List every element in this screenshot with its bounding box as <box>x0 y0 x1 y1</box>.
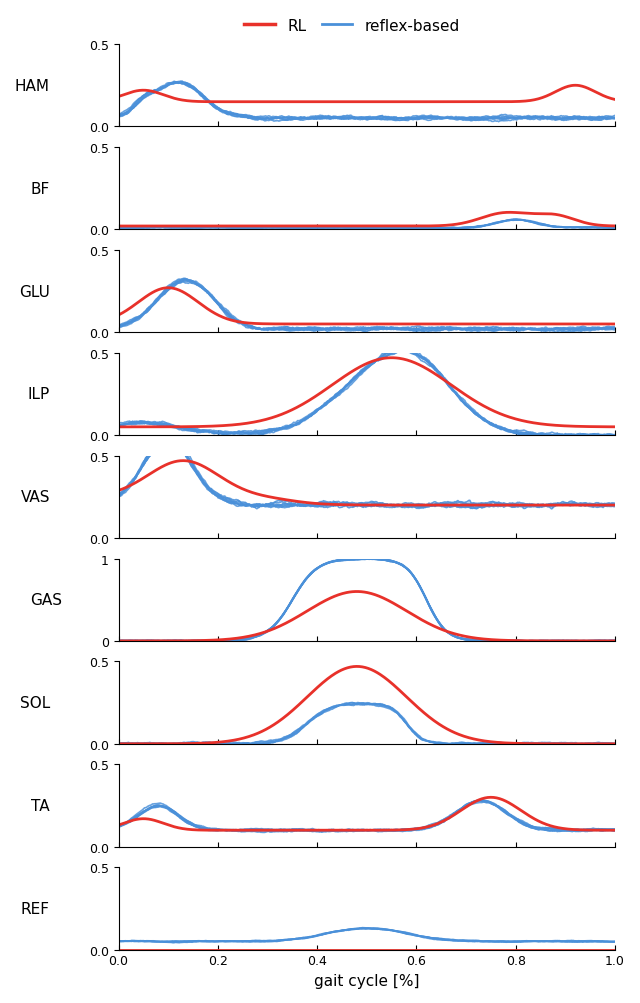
Y-axis label: BF: BF <box>31 182 50 197</box>
X-axis label: gait cycle [%]: gait cycle [%] <box>314 973 420 988</box>
Y-axis label: SOL: SOL <box>20 695 50 710</box>
Y-axis label: GLU: GLU <box>19 284 50 299</box>
Y-axis label: TA: TA <box>31 798 50 813</box>
Y-axis label: ILP: ILP <box>28 387 50 402</box>
Y-axis label: GAS: GAS <box>30 593 62 608</box>
Y-axis label: HAM: HAM <box>15 78 50 93</box>
Y-axis label: VAS: VAS <box>20 489 50 505</box>
Y-axis label: REF: REF <box>21 901 50 916</box>
Legend: RL, reflex-based: RL, reflex-based <box>238 13 466 40</box>
